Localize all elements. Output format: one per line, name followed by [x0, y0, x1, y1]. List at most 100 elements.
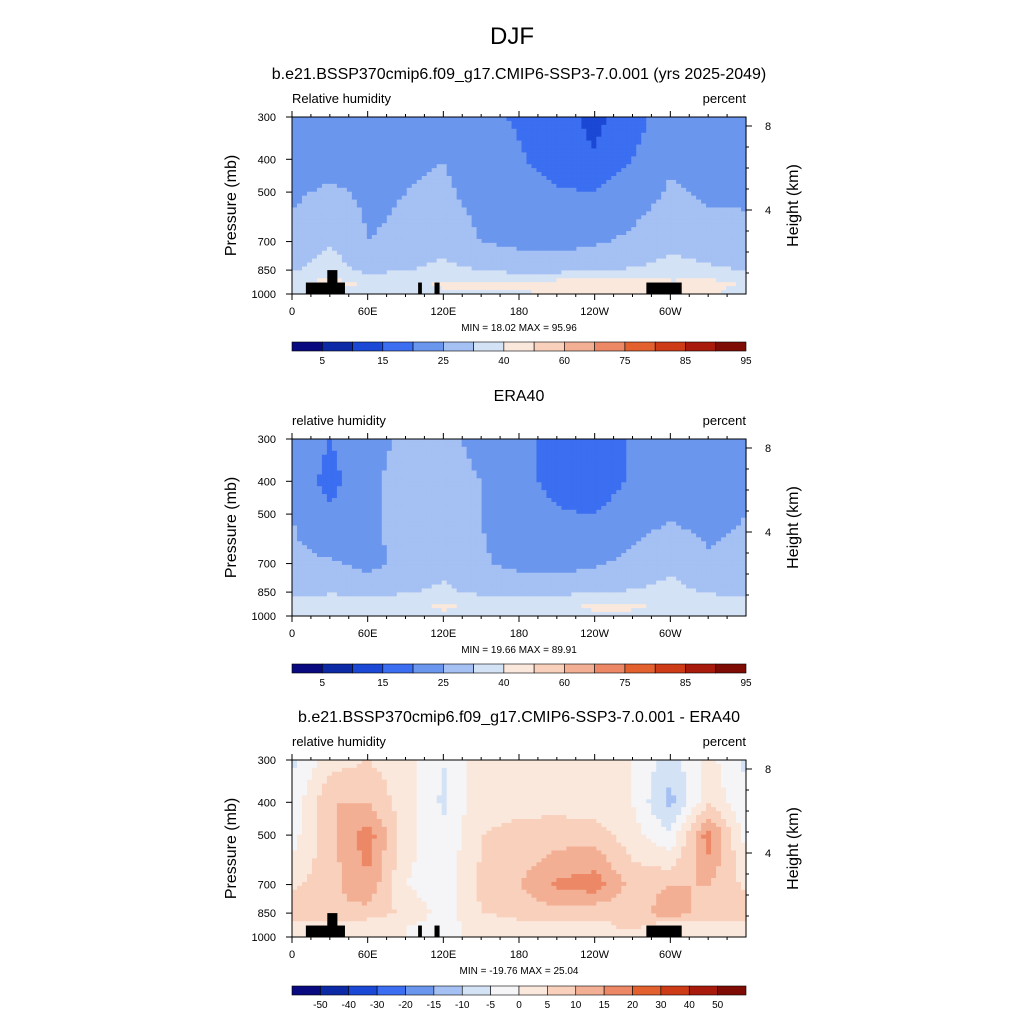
heatmap-cell	[576, 254, 582, 260]
heatmap-cell	[536, 176, 543, 181]
heatmap-cell	[501, 258, 508, 264]
heatmap-cell	[356, 458, 363, 464]
heatmap-cell	[292, 458, 298, 464]
heatmap-cell	[446, 120, 453, 126]
heatmap-cell	[631, 140, 637, 146]
heatmap-cell	[421, 458, 428, 464]
heatmap-cell	[411, 207, 418, 212]
heatmap-cell	[541, 446, 548, 452]
heatmap-cell	[321, 238, 328, 244]
heatmap-cell	[451, 140, 458, 146]
heatmap-cell	[716, 124, 722, 130]
heatmap-cell	[516, 136, 523, 142]
heatmap-cell	[696, 195, 702, 201]
heatmap-cell	[656, 235, 662, 240]
heatmap-cell	[631, 262, 637, 268]
heatmap-cell	[496, 191, 503, 197]
heatmap-cell	[626, 238, 632, 244]
heatmap-cell	[486, 262, 493, 268]
heatmap-cell	[446, 235, 453, 240]
heatmap-cell	[566, 191, 572, 197]
heatmap-cell	[706, 278, 712, 283]
heatmap-cell	[651, 144, 657, 150]
heatmap-cell	[711, 450, 717, 456]
heatmap-cell	[416, 458, 423, 464]
heatmap-cell	[696, 439, 702, 444]
heatmap-cell	[516, 290, 523, 295]
heatmap-cell	[711, 219, 717, 224]
heatmap-cell	[606, 179, 612, 185]
heatmap-cell	[736, 242, 742, 248]
heatmap-cell	[366, 128, 373, 134]
heatmap-cell	[446, 211, 453, 216]
heatmap-cell	[301, 246, 308, 252]
heatmap-cell	[541, 462, 548, 468]
heatmap-cell	[526, 246, 533, 252]
heatmap-cell	[431, 164, 438, 169]
heatmap-cell	[471, 140, 478, 146]
heatmap-cell	[451, 176, 458, 181]
heatmap-cell	[391, 458, 398, 464]
heatmap-cell	[501, 227, 508, 232]
heatmap-cell	[511, 262, 518, 268]
heatmap-cell	[431, 183, 438, 189]
heatmap-cell	[321, 199, 328, 205]
heatmap-cell	[656, 191, 662, 197]
heatmap-cell	[496, 470, 503, 475]
heatmap-cell	[401, 140, 408, 146]
heatmap-cell	[491, 191, 498, 197]
heatmap-cell	[451, 450, 458, 456]
heatmap-cell	[361, 227, 368, 232]
heatmap-cell	[311, 466, 318, 472]
heatmap-cell	[691, 172, 697, 177]
heatmap-cell	[641, 132, 647, 138]
x-tick-label: 120W	[580, 306, 609, 318]
heatmap-cell	[356, 168, 363, 173]
heatmap-cell	[481, 211, 488, 216]
heatmap-cell	[676, 439, 682, 444]
heatmap-cell	[501, 191, 508, 197]
heatmap-cell	[641, 211, 647, 216]
heatmap-cell	[471, 160, 478, 165]
heatmap-cell	[326, 466, 333, 472]
heatmap-cell	[491, 117, 498, 122]
heatmap-cell	[471, 290, 478, 295]
heatmap-cell	[681, 128, 687, 134]
heatmap-cell	[476, 195, 483, 201]
heatmap-cell	[536, 164, 543, 169]
heatmap-cell	[521, 439, 528, 444]
heatmap-cell	[511, 231, 518, 236]
heatmap-cell	[506, 176, 513, 181]
heatmap-cell	[671, 203, 677, 209]
heatmap-cell	[386, 140, 393, 146]
heatmap-cell	[686, 156, 692, 161]
heatmap-cell	[376, 219, 383, 224]
heatmap-cell	[566, 168, 572, 173]
heatmap-cell	[366, 238, 373, 244]
heatmap-cell	[451, 191, 458, 197]
heatmap-cell	[481, 207, 488, 212]
heatmap-cell	[421, 132, 428, 138]
heatmap-cell	[321, 144, 328, 150]
heatmap-cell	[621, 258, 627, 264]
heatmap-cell	[701, 207, 707, 212]
heatmap-cell	[341, 262, 348, 268]
heatmap-cell	[441, 266, 448, 271]
heatmap-cell	[496, 231, 503, 236]
heatmap-cell	[686, 227, 692, 232]
heatmap-cell	[436, 439, 443, 444]
heatmap-cell	[361, 144, 368, 150]
heatmap-cell	[301, 203, 308, 209]
heatmap-cell	[381, 238, 388, 244]
heatmap-cell	[681, 172, 687, 177]
heatmap-cell	[681, 446, 687, 452]
heatmap-cell	[386, 215, 393, 220]
heatmap-cell	[601, 168, 607, 173]
heatmap-cell	[521, 164, 528, 169]
heatmap-cell	[531, 120, 538, 126]
heatmap-cell	[526, 242, 533, 248]
heatmap-cell	[686, 246, 692, 252]
heatmap-cell	[611, 462, 617, 468]
heatmap-cell	[406, 270, 413, 275]
heatmap-cell	[496, 290, 503, 295]
